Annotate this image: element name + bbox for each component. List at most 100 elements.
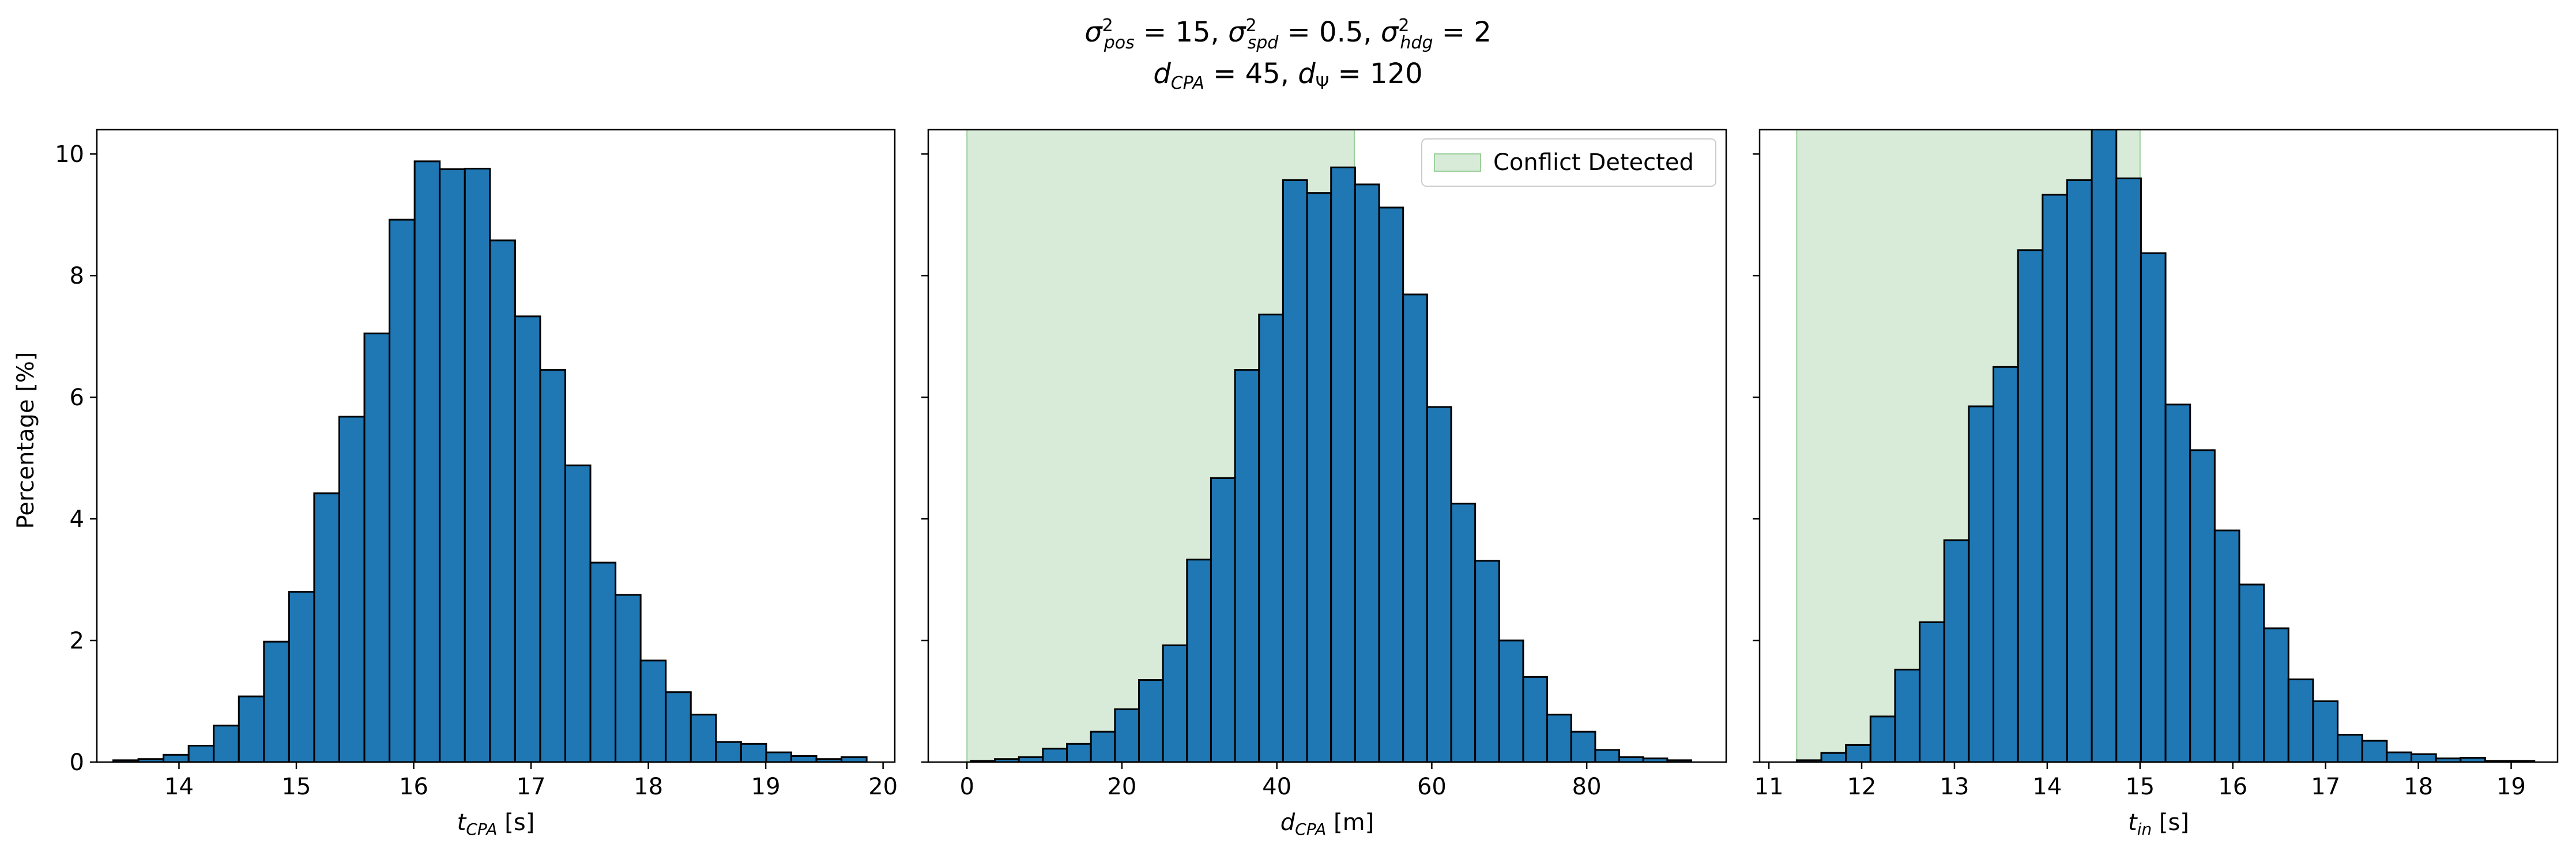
y-tick-label: 0 bbox=[70, 749, 84, 776]
histogram-bar bbox=[615, 594, 642, 762]
histogram-bar bbox=[765, 751, 792, 762]
histogram-bar bbox=[1474, 560, 1500, 762]
axes-frame bbox=[927, 129, 1727, 763]
histogram-bar bbox=[2140, 252, 2167, 762]
histogram-bar bbox=[665, 691, 692, 762]
plot-area bbox=[966, 130, 1693, 762]
legend-label: Conflict Detected bbox=[1493, 149, 1694, 176]
histogram-bar bbox=[1234, 369, 1260, 762]
x-tick-label: 18 bbox=[2404, 774, 2433, 800]
histogram-bar bbox=[389, 218, 416, 762]
legend: Conflict Detected bbox=[1421, 138, 1716, 187]
x-tick-label: 16 bbox=[399, 774, 428, 800]
histogram-bar bbox=[1162, 644, 1188, 762]
plot-area bbox=[1795, 130, 2536, 762]
histogram-bar bbox=[1594, 749, 1621, 762]
x-tick-label: 14 bbox=[2032, 774, 2062, 800]
histogram-bar bbox=[1138, 679, 1164, 762]
x-tick-label: 40 bbox=[1262, 774, 1291, 800]
x-tick-label: 60 bbox=[1417, 774, 1447, 800]
x-tick-label: 17 bbox=[2311, 774, 2340, 800]
histogram-bar bbox=[1210, 477, 1236, 762]
histogram-bar bbox=[464, 168, 491, 762]
histogram-bar bbox=[2312, 700, 2339, 762]
histogram-bar bbox=[213, 725, 240, 762]
suptitle-line1: σ2 pos = 15, σ2 spd = 0.5, σ2 hdg = 2 bbox=[1084, 16, 1492, 53]
y-tick-label: 10 bbox=[55, 141, 84, 168]
histogram-bar bbox=[740, 742, 767, 762]
histogram-bar bbox=[313, 492, 340, 762]
histogram-bar bbox=[1450, 503, 1477, 762]
histogram-bar bbox=[1993, 365, 2019, 762]
histogram-bar bbox=[2164, 404, 2191, 762]
panel-2: 0 20 40 60 80 dCPA [m] Conflict Detected bbox=[921, 129, 1727, 839]
histogram-bar bbox=[187, 745, 215, 762]
histogram-bar bbox=[514, 315, 541, 762]
x-tick-label: 12 bbox=[1847, 774, 1877, 800]
histogram-bar bbox=[1869, 715, 1896, 762]
histogram-bar bbox=[639, 659, 667, 762]
x-tick-label: 15 bbox=[2125, 774, 2155, 800]
histogram-bar bbox=[1943, 539, 1970, 762]
histogram-bar bbox=[2042, 194, 2068, 762]
histogram-bar bbox=[2189, 449, 2216, 762]
histogram-bar bbox=[413, 160, 441, 762]
y-tick-label: 4 bbox=[70, 506, 84, 533]
x-tick-label: 0 bbox=[959, 774, 974, 800]
histogram-bar bbox=[1522, 676, 1549, 762]
x-axis-label: tin [s] bbox=[2128, 809, 2189, 839]
histogram-bar bbox=[1042, 748, 1068, 762]
histogram-bar bbox=[288, 591, 315, 762]
histogram-bar bbox=[1018, 756, 1044, 762]
histogram-bar bbox=[1306, 192, 1332, 762]
x-tick-label: 20 bbox=[868, 774, 898, 800]
histogram-bar bbox=[263, 640, 290, 762]
histogram-bar bbox=[564, 464, 592, 762]
x-tick-label: 16 bbox=[2218, 774, 2247, 800]
panel-1: 14 15 16 17 18 19 20 0 2 4 6 8 10 tCPA [s] bbox=[55, 129, 898, 839]
histogram-bar bbox=[1894, 669, 1921, 762]
histogram-bar bbox=[1258, 314, 1284, 762]
histogram-bar bbox=[790, 755, 818, 762]
y-tick-label: 6 bbox=[70, 384, 84, 411]
histogram-bar bbox=[1378, 206, 1404, 762]
histogram-bar bbox=[2337, 734, 2363, 762]
histogram-bar bbox=[715, 741, 742, 762]
x-tick-label: 13 bbox=[1940, 774, 1969, 800]
histogram-bar bbox=[2213, 529, 2240, 762]
histogram-bar bbox=[2287, 678, 2314, 762]
plot-area bbox=[112, 160, 868, 762]
x-tick-label: 20 bbox=[1107, 774, 1136, 800]
histogram-bar bbox=[2263, 627, 2289, 762]
histogram-bar bbox=[363, 332, 391, 762]
x-tick-label: 11 bbox=[1754, 774, 1784, 800]
axes-frame bbox=[96, 129, 896, 763]
histogram-bar bbox=[539, 369, 566, 762]
histogram-bar bbox=[1402, 293, 1428, 762]
histogram-bar bbox=[163, 753, 190, 762]
x-tick-label: 18 bbox=[634, 774, 663, 800]
histogram-bar bbox=[2411, 753, 2437, 762]
histogram-bar bbox=[2361, 740, 2388, 762]
histogram-bar bbox=[1354, 183, 1380, 762]
histogram-bar bbox=[2238, 583, 2265, 762]
histogram-bar bbox=[2017, 249, 2044, 762]
histogram-bar bbox=[238, 695, 265, 762]
x-axis-label: tCPA [s] bbox=[457, 809, 535, 839]
histogram-bar bbox=[1066, 742, 1092, 762]
histogram-bar bbox=[1968, 405, 1995, 762]
histogram-bar bbox=[1618, 756, 1644, 762]
y-axis-label: Percentage [%] bbox=[13, 352, 39, 529]
y-tick-label: 2 bbox=[70, 628, 84, 654]
histogram-bar bbox=[1282, 179, 1308, 762]
legend-swatch bbox=[1434, 153, 1481, 172]
histogram-bar bbox=[1845, 744, 1871, 762]
histogram-bar bbox=[2386, 751, 2413, 762]
histogram-bar bbox=[1114, 708, 1140, 762]
histogram-bar bbox=[1090, 730, 1116, 762]
histogram-bar bbox=[841, 756, 868, 762]
x-tick-label: 15 bbox=[282, 774, 311, 800]
histogram-bar bbox=[2091, 130, 2118, 762]
